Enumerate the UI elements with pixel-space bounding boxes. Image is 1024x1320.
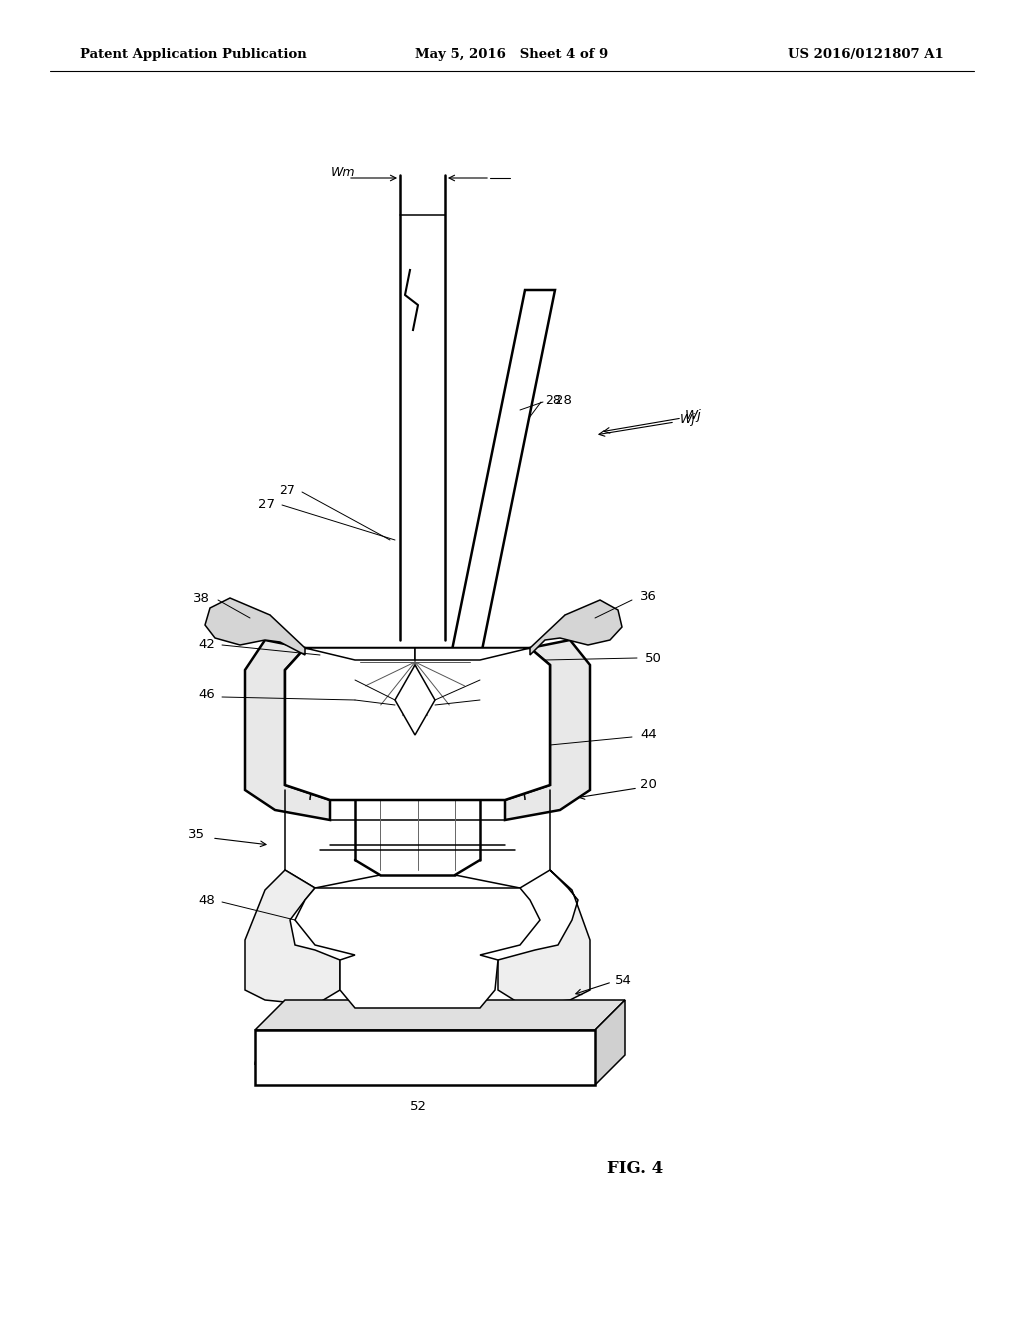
Text: 35: 35 — [188, 829, 205, 842]
Polygon shape — [595, 1001, 625, 1085]
Text: 42: 42 — [198, 639, 215, 652]
Polygon shape — [415, 648, 530, 660]
Polygon shape — [205, 598, 305, 655]
Polygon shape — [530, 601, 622, 655]
Text: 36: 36 — [640, 590, 656, 603]
Text: 28: 28 — [555, 393, 571, 407]
Text: 54: 54 — [615, 974, 632, 986]
Text: 44: 44 — [640, 729, 656, 742]
Text: 27: 27 — [280, 483, 295, 496]
Text: 28: 28 — [545, 393, 561, 407]
Text: 20: 20 — [640, 779, 656, 792]
Text: 50: 50 — [645, 652, 662, 664]
Polygon shape — [245, 870, 340, 1005]
Polygon shape — [285, 648, 550, 800]
Text: Wm: Wm — [331, 166, 355, 180]
Text: 46: 46 — [199, 689, 215, 701]
Text: Wj: Wj — [685, 408, 701, 421]
Text: 48: 48 — [199, 894, 215, 907]
Text: Patent Application Publication: Patent Application Publication — [80, 48, 307, 61]
Polygon shape — [305, 648, 415, 660]
Polygon shape — [395, 665, 435, 735]
Polygon shape — [245, 640, 330, 820]
Polygon shape — [255, 1001, 625, 1030]
Text: FIG. 4: FIG. 4 — [607, 1160, 663, 1176]
Text: 38: 38 — [194, 591, 210, 605]
Text: 52: 52 — [410, 1100, 427, 1113]
Text: Wj: Wj — [680, 413, 696, 426]
Text: May 5, 2016   Sheet 4 of 9: May 5, 2016 Sheet 4 of 9 — [416, 48, 608, 61]
Polygon shape — [255, 1030, 595, 1085]
Polygon shape — [498, 870, 590, 1005]
Polygon shape — [450, 290, 555, 660]
Polygon shape — [295, 888, 540, 1008]
Text: US 2016/0121807 A1: US 2016/0121807 A1 — [788, 48, 944, 61]
Polygon shape — [505, 640, 590, 820]
Text: 27: 27 — [258, 499, 275, 511]
